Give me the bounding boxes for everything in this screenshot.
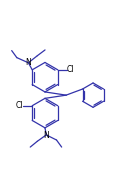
Text: Cl: Cl xyxy=(16,101,24,110)
Text: N: N xyxy=(26,58,31,67)
Text: Cl: Cl xyxy=(66,65,74,74)
Text: N: N xyxy=(43,131,49,140)
